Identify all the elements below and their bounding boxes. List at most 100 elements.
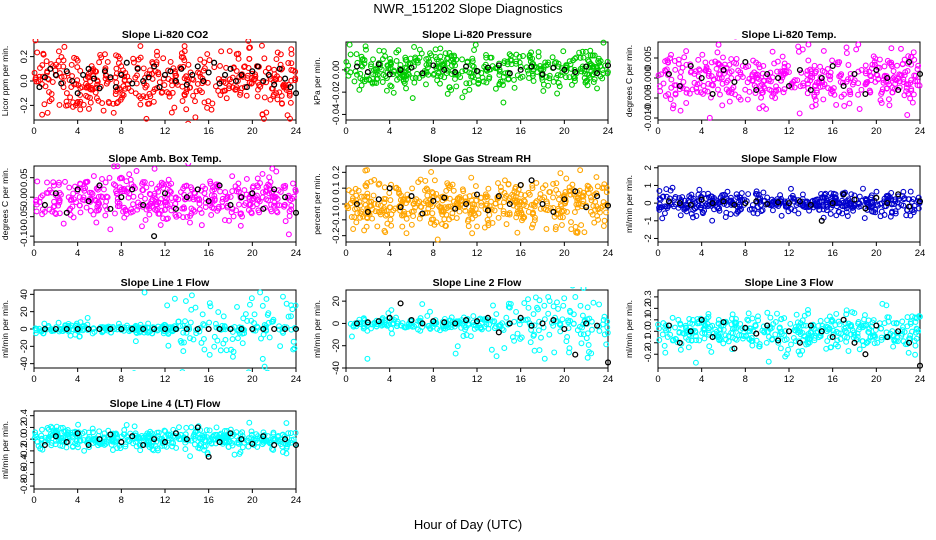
data-point — [370, 56, 376, 63]
data-point — [138, 432, 145, 439]
data-point — [263, 109, 270, 116]
data-point — [826, 334, 833, 341]
data-point — [187, 319, 194, 326]
hourly-point — [561, 325, 568, 333]
x-tick-label: 0 — [655, 126, 660, 137]
data-point — [595, 206, 602, 213]
data-point — [132, 338, 139, 345]
data-point — [690, 214, 696, 221]
data-point — [851, 331, 858, 338]
data-point — [847, 70, 854, 77]
data-point — [101, 434, 108, 441]
data-point — [791, 84, 798, 91]
data-point — [201, 59, 208, 66]
data-point — [220, 313, 227, 320]
hourly-point — [52, 71, 59, 78]
data-point — [797, 83, 804, 90]
data-point — [364, 355, 371, 362]
hourly-point — [140, 201, 147, 209]
data-point — [358, 193, 365, 200]
data-point — [66, 184, 73, 191]
data-point — [800, 82, 807, 89]
data-point — [281, 184, 288, 191]
x-tick-label: 24 — [291, 126, 302, 137]
data-point — [529, 60, 536, 67]
x-tick-label: 20 — [247, 248, 258, 259]
data-point — [185, 61, 192, 68]
data-point — [361, 324, 368, 331]
hourly-point — [221, 71, 229, 78]
data-point — [511, 84, 518, 91]
hourly-point — [873, 194, 880, 201]
data-point — [217, 92, 224, 98]
data-point — [67, 94, 74, 101]
data-point — [187, 219, 193, 226]
data-point — [109, 447, 116, 453]
data-point — [463, 80, 470, 87]
data-point — [554, 72, 561, 79]
plot-frame — [33, 410, 297, 490]
data-point — [533, 180, 540, 186]
data-point — [437, 80, 443, 87]
data-point — [848, 202, 855, 209]
data-point — [713, 328, 720, 335]
data-point — [500, 210, 507, 217]
data-point — [233, 86, 239, 92]
data-point — [892, 76, 899, 83]
data-point — [160, 181, 166, 187]
data-point — [132, 370, 137, 371]
data-point — [245, 39, 252, 44]
x-tick-label: 12 — [160, 495, 171, 506]
data-point — [211, 196, 218, 202]
data-point — [883, 85, 890, 92]
data-point — [241, 187, 248, 194]
data-point — [571, 209, 578, 216]
data-point — [703, 66, 709, 73]
data-point — [530, 311, 537, 318]
hourly-point — [118, 194, 125, 201]
data-point — [436, 204, 443, 210]
data-point — [708, 81, 715, 88]
data-point — [169, 89, 176, 96]
data-point — [777, 345, 784, 352]
data-point — [568, 219, 574, 225]
data-point — [231, 451, 238, 458]
data-point — [812, 68, 819, 75]
data-point — [171, 104, 178, 111]
data-point — [43, 58, 50, 65]
data-point — [659, 331, 666, 338]
data-point — [130, 201, 136, 208]
data-point — [145, 433, 152, 440]
y-tick-label: 0.2 — [643, 302, 654, 315]
data-point — [788, 185, 794, 192]
data-point — [819, 325, 826, 332]
data-point — [899, 318, 906, 325]
hourly-point — [709, 200, 716, 207]
hourly-point — [604, 62, 611, 69]
data-point — [796, 110, 803, 117]
data-point — [574, 327, 581, 334]
data-point — [288, 51, 295, 57]
data-point — [176, 212, 182, 219]
data-point — [889, 89, 896, 96]
data-point — [152, 206, 158, 213]
data-point — [178, 50, 185, 57]
data-point — [398, 212, 405, 219]
data-point — [96, 440, 103, 447]
data-point — [791, 207, 798, 214]
data-point — [99, 194, 106, 201]
data-point — [509, 334, 516, 341]
y-axis-label: kPa per min. — [312, 57, 322, 105]
data-point — [75, 444, 81, 451]
data-point — [545, 59, 552, 66]
data-point — [49, 424, 56, 431]
hourly-point — [604, 202, 611, 209]
data-point — [269, 318, 275, 325]
data-point — [817, 63, 824, 70]
data-point — [833, 101, 840, 108]
hourly-point — [63, 68, 70, 75]
x-tick-label: 0 — [655, 374, 660, 385]
data-point — [470, 313, 477, 320]
hourly-point — [604, 359, 611, 366]
